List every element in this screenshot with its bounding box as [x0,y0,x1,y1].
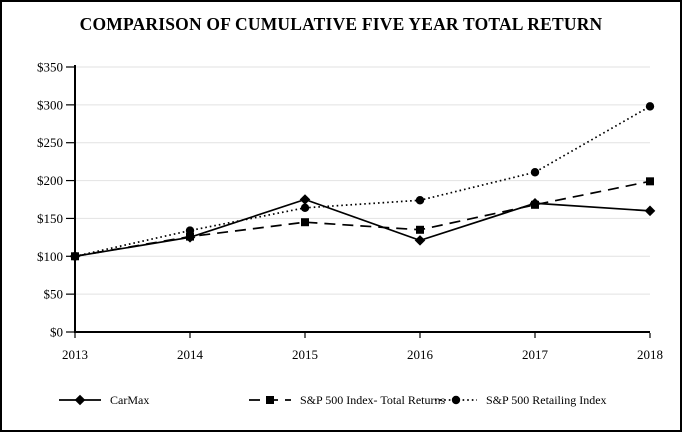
legend-label-carmax: CarMax [110,393,149,407]
series-line-s-p-500-index-total-returns [74,180,651,258]
series-marker-s-p-500-index-total-returns-square-icon [416,225,424,234]
series-marker-s-p-500-retailing-index-circle-icon [645,102,655,111]
series-marker-carmax-diamond-icon [299,194,311,205]
legend-marker-carmax-diamond-icon [74,394,86,406]
legend-label-s-p-500-retailing-index: S&P 500 Retailing Index [486,393,607,407]
series-marker-s-p-500-retailing-index-circle-icon [185,226,195,235]
series-marker-s-p-500-index-total-returns-square-icon [531,200,539,209]
legend-marker-s-p-500-retailing-index-circle-icon [451,395,461,405]
y-tick-label: $150 [37,211,63,226]
series-line-carmax [74,198,651,258]
y-tick-label: $250 [37,135,63,150]
series-marker-s-p-500-retailing-index-circle-icon [415,196,425,205]
x-tick-label: 2018 [637,347,663,362]
y-tick-label: $100 [37,249,63,264]
y-tick-label: $0 [50,325,63,340]
x-tick-label: 2015 [292,347,318,362]
series-marker-s-p-500-retailing-index-circle-icon [70,252,80,261]
x-tick-label: 2014 [177,347,204,362]
y-tick-label: $50 [44,287,64,302]
y-tick-label: $350 [37,60,63,75]
x-tick-label: 2016 [407,347,434,362]
series-marker-s-p-500-index-total-returns-square-icon [646,177,654,186]
series-marker-s-p-500-index-total-returns-square-icon [186,232,194,241]
y-tick-label: $300 [37,97,63,112]
series-marker-s-p-500-index-total-returns-square-icon [301,218,309,227]
x-tick-label: 2013 [62,347,88,362]
y-tick-label: $200 [37,173,63,188]
legend-label-s-p-500-index-total-returns: S&P 500 Index- Total Returns [300,393,445,407]
x-tick-label: 2017 [522,347,549,362]
chart-title: COMPARISON OF CUMULATIVE FIVE YEAR TOTAL… [79,14,603,34]
series-marker-s-p-500-retailing-index-circle-icon [300,203,310,213]
series-line-s-p-500-retailing-index [74,105,651,258]
series-marker-s-p-500-retailing-index-circle-icon [530,168,540,177]
series-marker-carmax-diamond-icon [414,235,426,246]
series-marker-carmax-diamond-icon [644,205,656,217]
legend-marker-s-p-500-index-total-returns-square-icon [266,396,274,404]
